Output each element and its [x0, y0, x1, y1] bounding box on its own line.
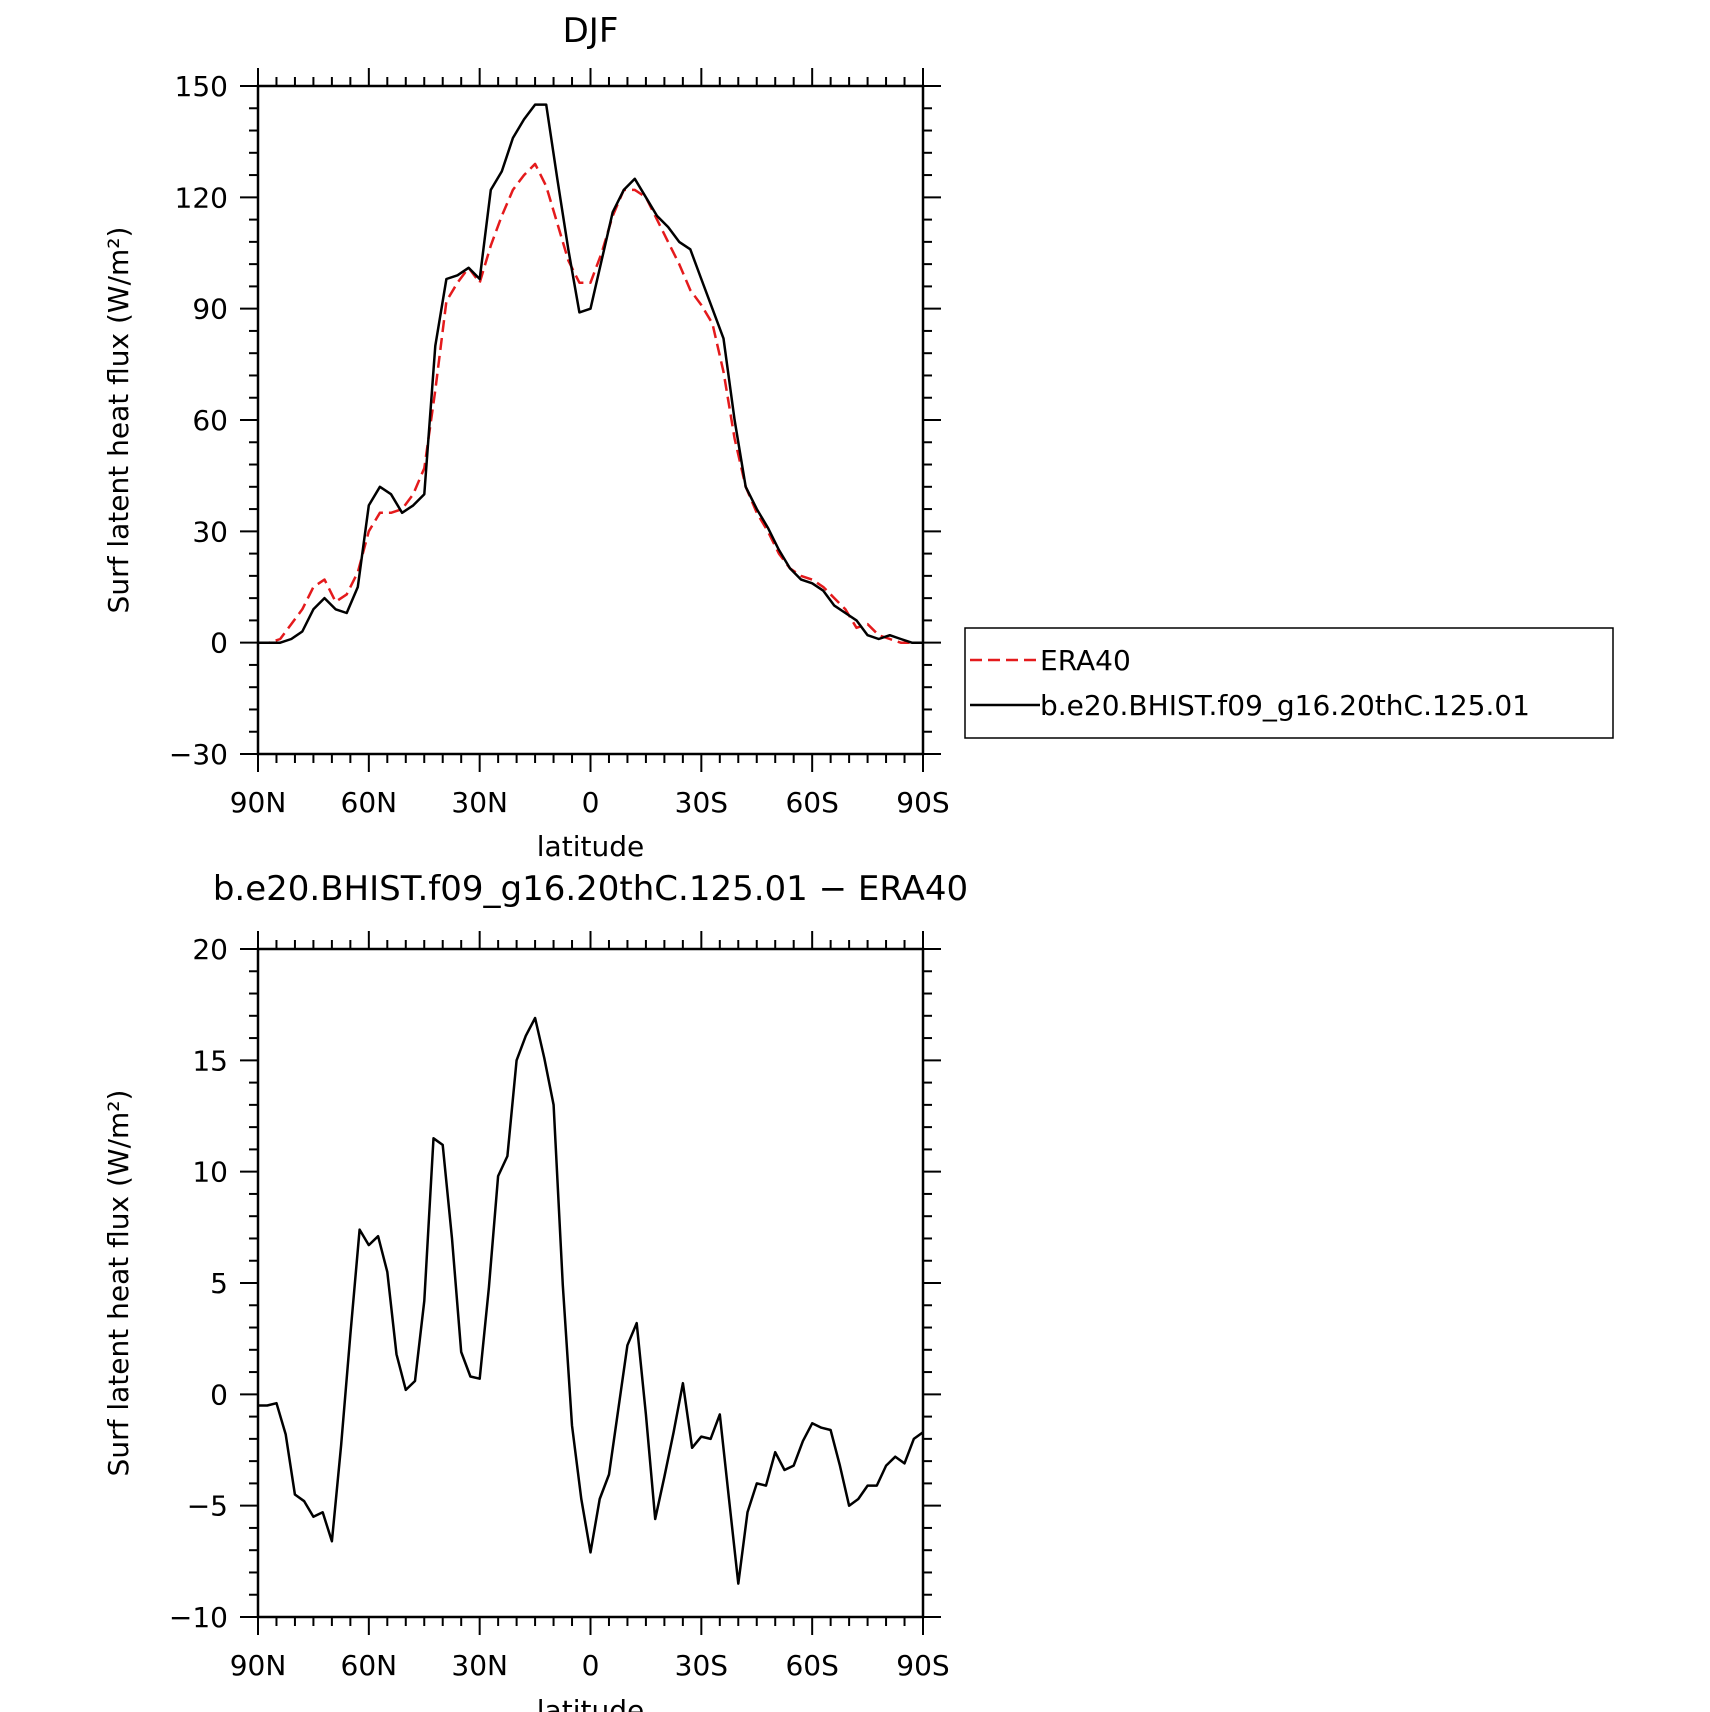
plot-frame — [256, 84, 925, 756]
series-line-0 — [258, 162, 923, 644]
legend: ERA40 b.e20.BHIST.f09_g16.20thC.125.01 — [964, 627, 1614, 739]
legend-box — [964, 627, 1614, 739]
y-tick-label: 15 — [192, 1044, 228, 1077]
x-tick-label: 90N — [230, 1649, 287, 1682]
y-tick-label: 30 — [192, 515, 228, 548]
y-tick-label: −30 — [169, 738, 228, 771]
x-tick-label: 60N — [341, 1649, 398, 1682]
y-tick-label: 20 — [192, 933, 228, 966]
legend-entry: ERA40 — [1040, 644, 1131, 677]
x-tick-label: 30S — [675, 786, 728, 819]
x-tick-label: 90N — [230, 786, 287, 819]
y-tick-label: 5 — [210, 1267, 228, 1300]
y-tick-label: 60 — [192, 404, 228, 437]
top-panel-djf: −30 0 30 60 90 120 150 90N 60N 30N 0 30S 60S 90S latit… — [102, 11, 950, 863]
series-line-0 — [258, 1016, 924, 1585]
legend-entry: b.e20.BHIST.f09_g16.20thC.125.01 — [1040, 689, 1530, 722]
x-tick-label: 60N — [341, 786, 398, 819]
y-tick-label: 0 — [210, 1378, 228, 1411]
x-tick-label: 60S — [785, 786, 838, 819]
y-tick-label: −10 — [169, 1601, 228, 1634]
x-axis-label: latitude — [537, 830, 644, 863]
y-axis-label: Surf latent heat flux (W/m²) — [102, 1090, 135, 1477]
y-tick-label: 0 — [210, 627, 228, 660]
y-tick-label: 10 — [192, 1156, 228, 1189]
y-tick-label: 150 — [175, 70, 228, 103]
y-axis-label: Surf latent heat flux (W/m²) — [102, 227, 135, 614]
chart-title: b.e20.BHIST.f09_g16.20thC.125.01 − ERA40 — [213, 869, 968, 909]
x-tick-label: 0 — [582, 1649, 600, 1682]
x-tick-label: 30N — [451, 786, 508, 819]
x-tick-label: 30S — [675, 1649, 728, 1682]
x-tick-label: 90S — [896, 1649, 949, 1682]
y-tick-label: 90 — [192, 293, 228, 326]
chart-title: DJF — [563, 11, 619, 51]
bottom-panel-difference: −10 −5 0 5 10 15 20 90N 60N 30N 0 30S 60S 90S latitude… — [102, 869, 968, 1712]
x-tick-label: 30N — [451, 1649, 508, 1682]
y-tick-label: −5 — [187, 1490, 228, 1523]
x-tick-label: 0 — [582, 786, 600, 819]
x-tick-label: 60S — [785, 1649, 838, 1682]
x-tick-label: 90S — [896, 786, 949, 819]
y-tick-label: 120 — [175, 181, 228, 214]
x-axis-label: latitude — [537, 1694, 644, 1712]
series-line-1 — [258, 103, 923, 644]
plot-frame — [256, 947, 925, 1619]
